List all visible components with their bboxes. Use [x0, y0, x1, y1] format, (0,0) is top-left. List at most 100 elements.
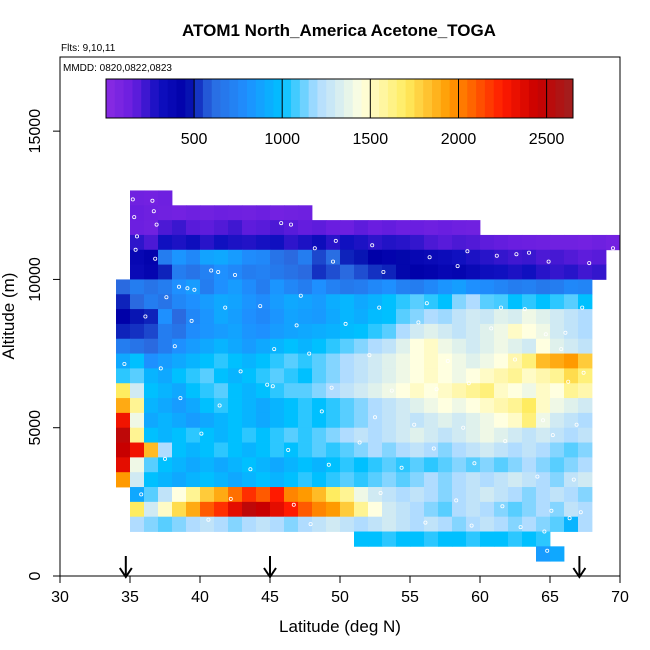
heatmap-cell — [270, 501, 285, 518]
heatmap-cell — [410, 309, 425, 325]
heatmap-cell — [200, 323, 215, 340]
heatmap-cell — [522, 487, 537, 503]
heatmap-cell — [508, 412, 523, 429]
heatmap-cell — [494, 279, 509, 295]
heatmap-cell — [564, 338, 579, 354]
heatmap-cell — [424, 427, 439, 443]
heatmap-cell — [452, 442, 467, 458]
heatmap-cell — [270, 220, 285, 236]
colorbar-swatch — [264, 79, 274, 118]
heatmap-cell — [326, 234, 341, 251]
heatmap-cell — [284, 516, 299, 532]
heatmap-cell — [438, 279, 453, 295]
heatmap-cell — [200, 234, 215, 251]
heatmap-cell — [452, 309, 467, 325]
sample-point — [216, 269, 221, 274]
heatmap-cell — [452, 412, 467, 429]
heatmap-cell — [564, 353, 579, 369]
heatmap-cell — [424, 234, 439, 251]
heatmap-cell — [354, 442, 369, 458]
heatmap-cell — [242, 487, 257, 503]
heatmap-cell — [564, 398, 579, 414]
heatmap-cell — [564, 472, 579, 488]
heatmap-cell — [438, 294, 453, 310]
sample-point — [549, 508, 554, 513]
heatmap-cell — [242, 472, 257, 488]
heatmap-cell — [424, 383, 439, 399]
heatmap-cell — [536, 501, 551, 518]
heatmap-cell — [130, 427, 145, 443]
heatmap-cell — [284, 472, 299, 488]
sample-point — [514, 252, 519, 257]
heatmap-cell — [144, 353, 159, 369]
colorbar-swatch — [564, 79, 574, 118]
sample-point — [455, 264, 460, 269]
heatmap-cell — [158, 516, 173, 532]
heatmap-cell — [564, 412, 579, 429]
sample-point — [143, 314, 148, 319]
heatmap-cell — [396, 412, 411, 429]
heatmap-cell — [116, 323, 131, 340]
heatmap-cell — [270, 487, 285, 503]
heatmap-cell — [312, 427, 327, 443]
heatmap-cell — [326, 220, 341, 236]
heatmap-cell — [144, 249, 159, 265]
heatmap-cell — [578, 457, 593, 473]
sample-point — [571, 477, 576, 482]
heatmap-cell — [326, 398, 341, 414]
heatmap-cell — [172, 309, 187, 325]
heatmap-cell — [298, 220, 313, 236]
heatmap-cell — [270, 323, 285, 340]
heatmap-cell — [452, 487, 467, 503]
heatmap-cell — [424, 472, 439, 488]
heatmap-cell — [592, 249, 607, 265]
colorbar-swatch — [176, 79, 186, 118]
heatmap-cell — [550, 383, 565, 399]
heatmap-cell — [536, 368, 551, 384]
colorbar-swatch — [282, 79, 292, 118]
heatmap-cell — [354, 220, 369, 236]
colorbar-swatch — [467, 79, 477, 118]
heatmap-cell — [228, 294, 243, 310]
sample-point — [543, 332, 548, 337]
colorbar-swatch — [167, 79, 177, 118]
sample-point — [465, 249, 470, 254]
heatmap-cell — [536, 234, 551, 251]
heatmap-cell — [312, 353, 327, 369]
heatmap-cell — [578, 309, 593, 325]
heatmap-cell — [578, 487, 593, 503]
heatmap-cell — [200, 294, 215, 310]
heatmap-cell — [186, 383, 201, 399]
heatmap-cell — [312, 487, 327, 503]
heatmap-cell — [494, 516, 509, 532]
heatmap-cell — [214, 353, 229, 369]
heatmap-cell — [368, 323, 383, 340]
heatmap-cell — [214, 368, 229, 384]
colorbar-swatch — [132, 79, 142, 118]
heatmap-cell — [312, 279, 327, 295]
heatmap-cell — [382, 457, 397, 473]
heatmap-cell — [550, 294, 565, 310]
heatmap-cell — [256, 516, 271, 532]
heatmap-cell — [312, 264, 327, 280]
heatmap-cell — [452, 427, 467, 443]
heatmap-cell — [564, 249, 579, 265]
y-axis-label: Altitude (m) — [0, 273, 18, 360]
heatmap-cell — [200, 249, 215, 265]
heatmap-cell — [116, 294, 131, 310]
heatmap-cell — [326, 516, 341, 532]
heatmap-cell — [396, 516, 411, 532]
heatmap-cell — [508, 531, 523, 547]
heatmap-cell — [228, 487, 243, 503]
heatmap-cell — [298, 294, 313, 310]
heatmap-cell — [382, 531, 397, 547]
heatmap-cell — [578, 338, 593, 354]
heatmap-cell — [214, 279, 229, 295]
heatmap-cell — [438, 472, 453, 488]
sample-point — [178, 396, 183, 401]
heatmap-cell — [144, 338, 159, 354]
heatmap-cell — [340, 264, 355, 280]
heatmap-cell — [564, 501, 579, 518]
heatmap-cell — [522, 353, 537, 369]
heatmap-cell — [494, 264, 509, 280]
